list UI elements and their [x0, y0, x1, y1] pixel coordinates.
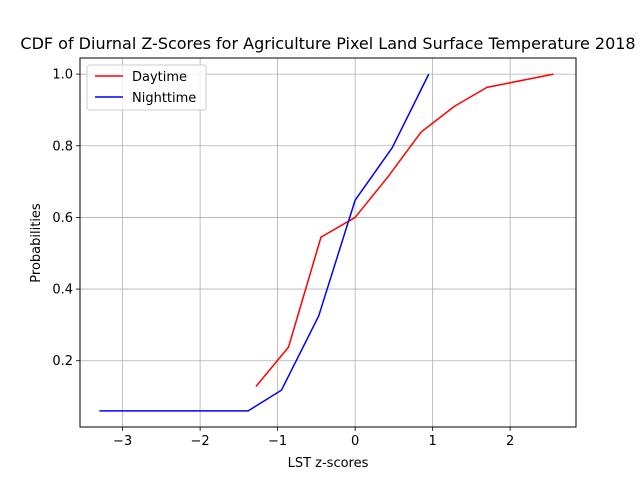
x-axis-ticks: −3 −2 −1 0 1 2: [113, 427, 514, 449]
y-tick-label: 1.0: [52, 68, 73, 83]
x-tick-label: 2: [506, 434, 514, 449]
legend: Daytime Nighttime: [86, 64, 207, 111]
chart-title: CDF of Diurnal Z-Scores for Agriculture …: [20, 34, 635, 53]
x-axis-label: LST z-scores: [288, 456, 369, 471]
series-lines: [99, 73, 554, 412]
series-line-daytime: [255, 73, 554, 387]
x-tick-label: 1: [428, 434, 436, 449]
axes-frame: [79, 57, 577, 428]
series-line-nighttime: [99, 73, 430, 412]
grid: [80, 58, 576, 427]
legend-label-nighttime: Nighttime: [132, 91, 196, 106]
x-tick-label: −3: [113, 434, 132, 449]
y-tick-label: 0.8: [52, 139, 73, 154]
y-axis-ticks: 0.2 0.4 0.6 0.8 1.0: [52, 68, 80, 369]
x-tick-label: −1: [268, 434, 287, 449]
y-tick-label: 0.4: [52, 283, 73, 298]
y-axis-label: Probabilities: [29, 203, 44, 283]
y-tick-label: 0.6: [52, 211, 73, 226]
legend-label-daytime: Daytime: [132, 70, 187, 85]
x-tick-label: 0: [351, 434, 359, 449]
x-tick-label: −2: [191, 434, 210, 449]
y-tick-label: 0.2: [52, 354, 73, 369]
